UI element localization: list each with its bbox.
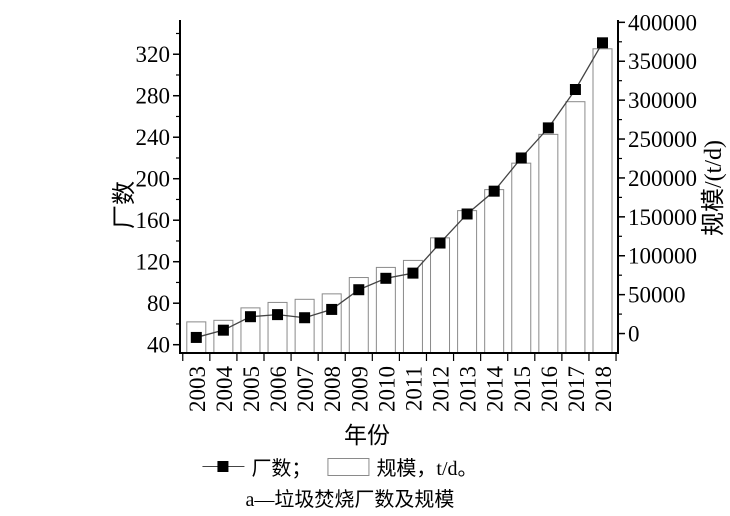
left-tick-label-120: 120 [136, 250, 171, 275]
open-bar-swatch [327, 457, 370, 476]
legend-label-scale: 规模，t/d。 [376, 458, 478, 480]
legend-label-plants: 厂数； [251, 458, 312, 480]
x-tick-label-2009: 2009 [347, 366, 372, 412]
bar-2014 [484, 189, 505, 353]
marker-2014 [488, 185, 500, 197]
marker-2013 [461, 208, 473, 220]
bar-2018 [592, 48, 613, 353]
bar-2007 [294, 298, 315, 354]
right-tick-label-50000: 50000 [628, 283, 686, 308]
x-tick-label-2012: 2012 [429, 366, 454, 412]
marker-2005 [244, 311, 256, 323]
square-marker-icon [217, 460, 229, 472]
right-tick-label-150000: 150000 [628, 205, 697, 230]
x-tick-label-2007: 2007 [293, 366, 318, 412]
marker-2007 [299, 312, 311, 324]
x-tick-label-2015: 2015 [510, 366, 535, 412]
bar-2008 [321, 293, 342, 354]
x-tick-label-2008: 2008 [320, 366, 345, 412]
x-tick-label-2003: 2003 [185, 366, 210, 412]
x-tick-label-2010: 2010 [374, 366, 399, 412]
x-tick-label-2011: 2011 [401, 366, 426, 411]
right-axis-title: 规模/(t/d) [701, 140, 727, 236]
legend-item-plants: 厂数； [202, 452, 311, 481]
right-tick-label-400000: 400000 [628, 10, 697, 35]
marker-2018 [597, 37, 608, 49]
line-marker-swatch [202, 456, 245, 478]
left-tick-label-240: 240 [136, 125, 171, 150]
left-axis-title: 厂数 [112, 181, 138, 229]
figure-caption: a—垃圾焚烧厂数及规模 [245, 489, 455, 511]
bar-2012 [430, 237, 451, 353]
legend: 厂数； 规模，t/d。 [202, 452, 478, 481]
x-tick-label-2016: 2016 [537, 366, 562, 412]
bar-2013 [457, 210, 478, 353]
x-tick-label-2017: 2017 [564, 366, 589, 412]
marker-2011 [407, 267, 419, 279]
x-axis-title: 年份 [344, 423, 390, 448]
right-tick-label-100000: 100000 [628, 244, 697, 269]
x-tick-label-2013: 2013 [456, 366, 481, 412]
line-series [196, 42, 604, 339]
marker-2009 [353, 284, 365, 296]
marker-2008 [326, 303, 338, 315]
left-tick-label-280: 280 [136, 84, 171, 109]
right-tick-label-300000: 300000 [628, 88, 697, 113]
left-tick-label-320: 320 [136, 42, 171, 67]
marker-2016 [542, 122, 554, 134]
x-tick-label-2005: 2005 [239, 366, 264, 412]
x-tick-label-2014: 2014 [483, 366, 508, 413]
bar-2016 [538, 133, 559, 353]
x-tick-label-2004: 2004 [212, 366, 237, 413]
right-tick-label-200000: 200000 [628, 166, 697, 191]
bar-2015 [511, 162, 532, 353]
right-tick-label-250000: 250000 [628, 127, 697, 152]
left-tick-label-160: 160 [136, 208, 171, 233]
marker-2004 [217, 324, 229, 336]
marker-2012 [434, 237, 446, 249]
right-tick-label-350000: 350000 [628, 49, 697, 74]
x-tick-label-2018: 2018 [591, 366, 616, 412]
marker-2017 [569, 84, 581, 96]
left-tick-label-200: 200 [136, 167, 171, 192]
legend-item-scale: 规模，t/d。 [327, 452, 478, 481]
marker-2010 [380, 272, 392, 284]
left-tick-label-80: 80 [147, 291, 170, 316]
right-tick-label-0: 0 [628, 322, 640, 347]
left-tick-label-40: 40 [147, 333, 170, 358]
marker-2006 [272, 309, 284, 321]
bar-2017 [565, 101, 586, 353]
marker-2003 [190, 331, 202, 343]
x-tick-label-2006: 2006 [266, 366, 291, 412]
marker-2015 [515, 152, 527, 164]
